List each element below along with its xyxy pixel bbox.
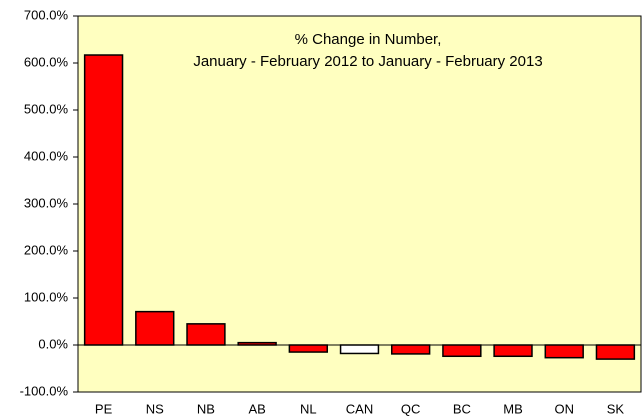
x-tick-label: MB xyxy=(503,401,523,416)
bar xyxy=(186,323,226,346)
x-tick-label: AB xyxy=(248,401,265,416)
bar xyxy=(135,310,175,346)
x-tick-label: NS xyxy=(146,401,164,416)
y-tick-label: -100.0% xyxy=(20,383,69,398)
bar xyxy=(390,344,431,355)
y-tick-label: 0.0% xyxy=(38,336,68,351)
y-tick-label: 600.0% xyxy=(24,54,69,69)
chart-title: % Change in Number, xyxy=(295,31,442,48)
y-tick-label: 100.0% xyxy=(24,289,69,304)
chart-subtitle: January - February 2012 to January - Feb… xyxy=(193,53,542,70)
y-tick-label: 300.0% xyxy=(24,195,69,210)
bar xyxy=(544,344,584,359)
bar xyxy=(493,344,533,358)
y-tick-label: 400.0% xyxy=(24,148,69,163)
x-tick-label: QC xyxy=(401,401,421,416)
bar xyxy=(442,344,482,358)
bar xyxy=(83,54,124,346)
y-tick-label: 500.0% xyxy=(24,101,69,116)
x-tick-label: PE xyxy=(95,401,113,416)
x-tick-label: BC xyxy=(453,401,471,416)
bar xyxy=(288,344,329,353)
y-tick-label: 700.0% xyxy=(24,7,69,22)
x-tick-label: NL xyxy=(300,401,317,416)
x-tick-label: CAN xyxy=(346,401,373,416)
x-tick-label: ON xyxy=(554,401,574,416)
y-tick-label: 200.0% xyxy=(24,242,69,257)
x-tick-label: NB xyxy=(197,401,215,416)
x-tick-label: SK xyxy=(607,401,625,416)
bar xyxy=(339,344,380,355)
bar xyxy=(595,344,636,360)
